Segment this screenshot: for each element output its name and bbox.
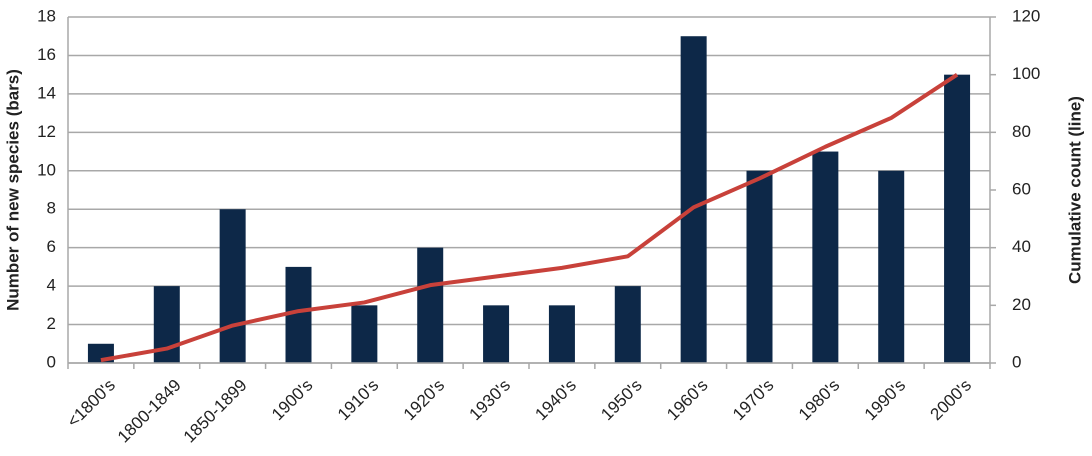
- y2-axis-title: Cumulative count (line): [1065, 96, 1084, 284]
- y-tick-label: 8: [47, 199, 56, 218]
- y-tick-label: 18: [37, 6, 56, 25]
- bar: [219, 209, 246, 363]
- x-tick-label: 2000's: [927, 376, 975, 424]
- bar: [483, 305, 510, 363]
- x-tick-label: <1800's: [63, 376, 119, 432]
- x-tick-label: 1910's: [334, 376, 382, 424]
- y-tick-label: 4: [47, 276, 56, 295]
- y-tick-label: 6: [47, 237, 56, 256]
- bar: [944, 74, 971, 364]
- bar: [812, 151, 839, 363]
- cumulative-line: [100, 72, 959, 363]
- y-tick-label: 14: [37, 83, 56, 102]
- y-tick-label: 2: [47, 314, 56, 333]
- x-tick-label: 1990's: [861, 376, 909, 424]
- bar: [548, 305, 575, 363]
- x-tick-label: 1970's: [729, 376, 777, 424]
- x-tick-label: 1930's: [466, 376, 514, 424]
- y-tick-label: 0: [47, 352, 56, 371]
- x-tick-label: 1960's: [663, 376, 711, 424]
- y-axis-title: Number of new species (bars): [3, 69, 22, 311]
- bar: [351, 305, 378, 363]
- x-tick-label: 1950's: [597, 376, 645, 424]
- y2-tick-label: 0: [1012, 352, 1021, 371]
- bar: [878, 170, 905, 363]
- x-tick-label: 1980's: [795, 376, 843, 424]
- x-tick-label: 1850-1899: [180, 376, 251, 447]
- y2-tick-label: 100: [1012, 64, 1040, 83]
- x-tick-label: 1800-1849: [114, 376, 185, 447]
- y-tick-label: 10: [37, 160, 56, 179]
- y-tick-label: 12: [37, 122, 56, 141]
- x-tick-label: 1900's: [268, 376, 316, 424]
- y2-tick-label: 40: [1012, 237, 1031, 256]
- bar: [746, 170, 773, 363]
- y2-tick-label: 80: [1012, 122, 1031, 141]
- y2-tick-label: 60: [1012, 179, 1031, 198]
- x-tick-label: 1940's: [531, 376, 579, 424]
- x-tick-label: 1920's: [400, 376, 448, 424]
- bar: [614, 286, 641, 363]
- y-tick-label: 16: [37, 45, 56, 64]
- bar: [417, 247, 444, 363]
- bar: [680, 36, 707, 363]
- y2-tick-label: 120: [1012, 6, 1040, 25]
- y2-tick-label: 20: [1012, 295, 1031, 314]
